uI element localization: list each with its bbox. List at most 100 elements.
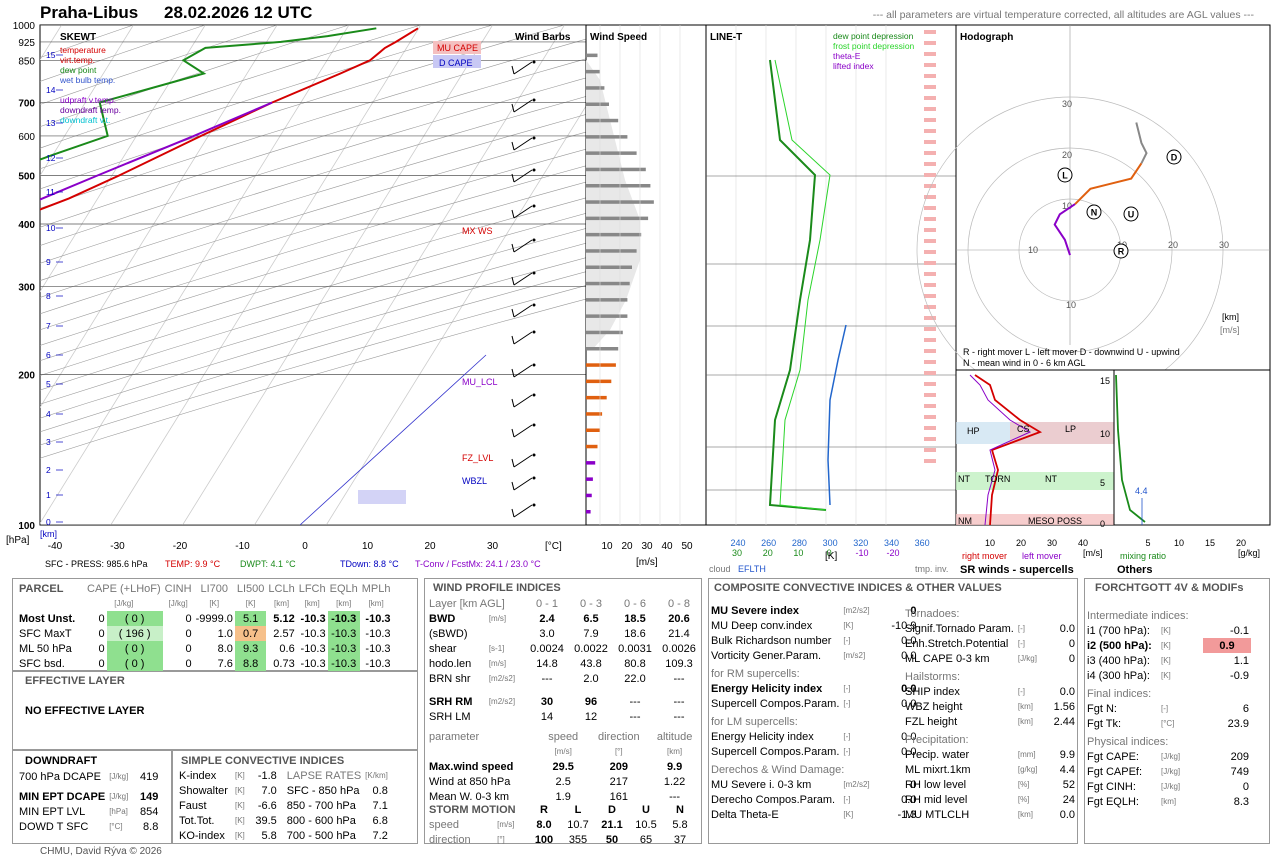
sr-right-mover-line <box>974 374 1043 526</box>
tmp-inv-mark <box>924 52 936 56</box>
wp-val: 80.8 <box>624 657 646 670</box>
hodo-ring-label: 20 <box>1062 150 1072 160</box>
wind-barb <box>513 477 533 491</box>
sr-km-tick: 10 <box>1100 429 1110 439</box>
tmp-inv-mark <box>924 129 936 133</box>
index-label: Precip. water <box>905 748 970 761</box>
line-t-k-tick: 240 <box>730 538 745 548</box>
wind-barb-dot <box>532 98 536 102</box>
index-label: WBZ height <box>905 700 963 713</box>
index-unit: [J/kg] <box>1161 767 1181 776</box>
wp-val: 0.0031 <box>618 642 652 655</box>
km-tick: 5 <box>46 379 51 389</box>
index-unit: [°C] <box>1161 719 1175 728</box>
index-value: 0.0 <box>901 682 917 695</box>
wind-speed-tick: 40 <box>661 541 673 552</box>
tmp-inv-mark <box>924 459 936 463</box>
param-val: 217 <box>609 775 628 788</box>
index-label: Derecho Compos.Param. <box>711 793 836 806</box>
table-row: Mean W. 0-3 km 1.9 161 --- <box>427 789 701 804</box>
hodo-ring <box>967 147 1173 353</box>
section-row: Intermediate indices: <box>1085 605 1251 623</box>
table-row: Energy Helicity index [-] 0.0 <box>709 681 918 696</box>
tmp-inv-mark <box>924 448 936 452</box>
tmp-inv-mark <box>924 250 936 254</box>
section-row: Physical indices: <box>1085 731 1251 749</box>
wind-barbs-panel: Wind Barbs <box>511 32 571 518</box>
tmp-inv-mark <box>924 360 936 364</box>
tmp-inv-mark <box>924 283 936 287</box>
composite-left-table: MU Severe index [m2/s2] 0 MU Deep conv.inde… <box>709 603 918 822</box>
storm-val: 10.5 <box>635 818 657 831</box>
storm-val: 10.7 <box>567 818 589 831</box>
parcel-lfc: -10.3 <box>300 612 326 625</box>
wind-speed-bar <box>586 53 598 58</box>
sr-x-tick: 40 <box>1078 538 1088 548</box>
sounding-time: 28.02.2026 12 UTC <box>164 3 313 22</box>
skewt-dew-point-line <box>40 27 377 161</box>
parcel-eql: -10.3 <box>327 656 360 671</box>
table-row: BWD [m/s] 2.4 6.5 18.5 20.6 <box>427 611 701 626</box>
tmp-inv-mark <box>924 140 936 144</box>
parcel-col-cinh: CINH <box>164 582 192 595</box>
composite-right-table: Tornadoes: Signif.Tornado Param. [-] 0.0 Enh… <box>903 603 1077 822</box>
km-tick: 11 <box>46 187 55 197</box>
tmp-inv-mark <box>924 382 936 386</box>
index-unit: [m2/s2] <box>843 606 870 615</box>
parcel-box: PARCEL CAPE (+LHoF) CINH LI700 LI500 LCL… <box>12 578 418 671</box>
storm-unit: [m/s] <box>497 820 515 829</box>
storm-val: 8.0 <box>536 818 552 831</box>
parcel-lcl: 5.12 <box>273 612 295 625</box>
wind-speed-envelope <box>586 60 640 350</box>
index-value: 0.0 <box>901 634 917 647</box>
table-row: speed [m/s] 8.0 10.7 21.1 10.5 5.8 <box>427 817 697 832</box>
param-unit: [°] <box>614 747 623 756</box>
index-value: 0.0 <box>901 697 917 710</box>
hodo-unit-ms: [m/s] <box>1220 325 1240 335</box>
line-t-purple-tick: -20 <box>886 548 899 558</box>
pressure-tick: 200 <box>18 370 35 381</box>
sr-km-tick: 15 <box>1100 376 1110 386</box>
parcel-cinh: 0 <box>185 657 192 670</box>
line-t-green-tick: 30 <box>732 548 742 558</box>
table-row: Tot.Tot. [K] 39.5 800 - 600 hPa 6.8 <box>177 813 390 828</box>
index-label: Signif.Tornado Param. <box>905 622 1014 635</box>
downdraft-unit: [hPa] <box>109 807 128 816</box>
table-row: Enh.Stretch.Potential [-] 0 <box>903 636 1077 651</box>
table-row: SFC MaxT 0 ( 196 ) 0 1.0 0.7 2.57 -10.3 … <box>17 626 393 641</box>
dry-adiabat <box>40 242 586 405</box>
parcel-row-name: SFC MaxT <box>19 627 72 640</box>
layer-col: 0 - 8 <box>667 597 690 610</box>
index-label: Fgt CINH: <box>1087 780 1136 793</box>
isotherm-line <box>40 25 350 525</box>
parcel-unit: [J/kg] <box>114 599 134 608</box>
simple-unit: [K] <box>235 801 245 810</box>
left-mover-label: left mover <box>1022 551 1062 561</box>
wp-val: 7.9 <box>583 627 599 640</box>
wp-val: 109.3 <box>665 657 693 670</box>
downdraft-line <box>299 354 487 525</box>
index-value: 4.4 <box>1059 763 1075 776</box>
wind-speed-bar <box>586 510 591 514</box>
wind-speed-bar <box>586 265 632 269</box>
tmp-inv-mark <box>924 173 936 177</box>
storm-motion-label: L <box>1062 171 1068 181</box>
wp-val: 20.6 <box>668 612 690 625</box>
parcel-lcl: 0.6 <box>279 642 295 655</box>
downdraft-value: 149 <box>139 790 159 803</box>
line-t-green-tick: 20 <box>763 548 773 558</box>
index-label: SHIP index <box>905 685 960 698</box>
tmp-inv-mark <box>924 74 936 78</box>
km-tick: 10 <box>46 223 56 233</box>
index-value: 0 <box>1068 637 1075 650</box>
wp-val: 0.0026 <box>662 642 696 655</box>
wind-speed-bar <box>586 249 637 253</box>
wp-val: --- <box>629 695 641 708</box>
table-row: Fgt CINH: [J/kg] 0 <box>1085 779 1251 794</box>
parcel-lfc: -10.3 <box>300 627 326 640</box>
wind-barb <box>513 331 533 345</box>
param-label: Mean W. 0-3 km <box>429 790 510 803</box>
lapse-value: 7.1 <box>372 799 388 812</box>
wind-speed-bar <box>586 118 619 123</box>
right-mover-label: right mover <box>962 551 1007 561</box>
